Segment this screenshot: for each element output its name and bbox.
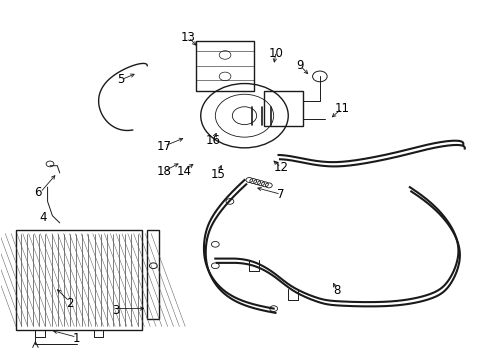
Text: 7: 7	[277, 188, 284, 201]
Text: 17: 17	[157, 140, 171, 153]
Text: 4: 4	[39, 211, 46, 224]
Text: 8: 8	[332, 284, 340, 297]
Text: 2: 2	[65, 297, 73, 310]
Text: 6: 6	[34, 186, 41, 199]
Text: 15: 15	[210, 168, 225, 181]
Text: 18: 18	[157, 165, 171, 177]
Text: 13: 13	[181, 31, 196, 44]
Text: 1: 1	[73, 333, 81, 346]
Text: 3: 3	[112, 304, 119, 317]
Text: 5: 5	[117, 73, 124, 86]
Text: 16: 16	[205, 134, 220, 147]
Text: 12: 12	[273, 161, 288, 174]
Text: 9: 9	[296, 59, 304, 72]
Bar	[16, 230, 142, 330]
Text: 10: 10	[268, 47, 283, 60]
Bar	[147, 230, 159, 319]
Text: 14: 14	[176, 165, 191, 177]
Text: 11: 11	[334, 102, 348, 115]
